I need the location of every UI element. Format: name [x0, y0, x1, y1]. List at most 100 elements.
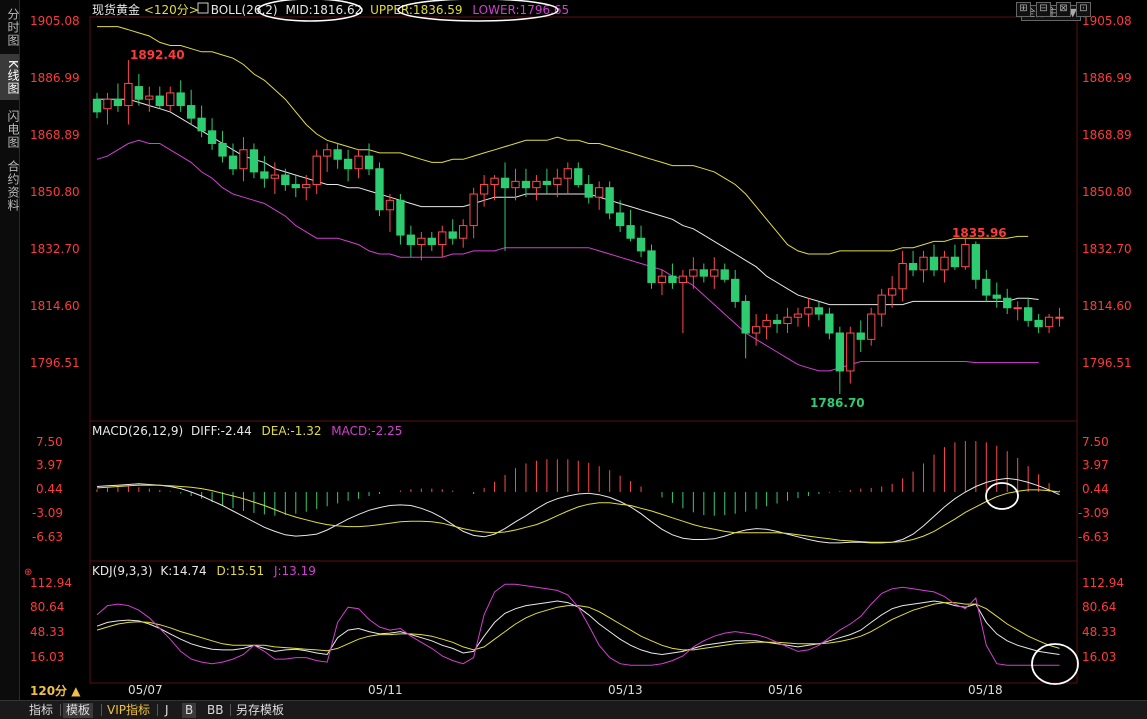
candlestick [134, 73, 144, 106]
candle-body [302, 184, 311, 189]
candlestick [1003, 288, 1012, 315]
candlestick [877, 288, 886, 327]
candlestick [469, 187, 478, 239]
candle-body [1034, 319, 1043, 328]
candle-body [469, 193, 478, 227]
price-axis-right-label: 1814.60 [1082, 299, 1132, 313]
tab-j[interactable]: J [165, 703, 169, 717]
candlestick [385, 194, 395, 232]
date-label: 05/07 [128, 683, 163, 697]
price-axis-left-label: 1886.99 [30, 71, 80, 85]
candle-body [542, 180, 552, 186]
candlestick [427, 231, 436, 251]
indicator-select-icon[interactable] [197, 2, 209, 14]
candle-body [427, 237, 436, 246]
chart-canvas[interactable]: 1905.08 1886.99 1868.89 1850.80 1832.70 … [0, 0, 1147, 700]
candle-body [1055, 316, 1064, 319]
tab-indicator[interactable]: 指标 [29, 703, 54, 717]
candle-body [846, 332, 855, 372]
kdj-axis-right-label: 80.64 [1082, 600, 1116, 614]
candle-body [260, 171, 269, 179]
tab-bb[interactable]: BB [207, 703, 224, 717]
period-indicator[interactable]: 120分 ▲ [30, 683, 81, 698]
candlestick [940, 250, 949, 283]
maximize-icon[interactable]: ⊡ [1076, 2, 1091, 17]
candle-body [385, 199, 395, 211]
candlestick [783, 307, 792, 334]
tab-vip-indicator[interactable]: VIP指标 [107, 703, 150, 717]
candle-body [710, 269, 719, 277]
macd-dea-line [96, 484, 1060, 543]
candle-body [919, 256, 928, 271]
candlestick [500, 162, 510, 251]
candlestick [825, 307, 834, 340]
tab-kline[interactable]: K线图 [0, 54, 20, 100]
candlestick [354, 149, 363, 179]
candlestick [249, 143, 259, 179]
candle-body [207, 130, 217, 144]
candlestick [145, 86, 154, 112]
candlestick [113, 83, 123, 112]
candlestick [207, 118, 217, 150]
candle-body [825, 313, 834, 334]
symbol-name: 现货黄金 [92, 2, 140, 17]
candlestick [417, 231, 426, 261]
split-icon[interactable]: ⊟ [1036, 2, 1051, 17]
candlestick [867, 307, 876, 346]
candlestick [908, 250, 918, 277]
close-pane-icon[interactable]: ⊠ [1056, 2, 1071, 17]
macd-axis-left-label: -3.09 [32, 506, 63, 520]
kdj-d-value: D:15.51 [216, 564, 264, 578]
kdj-axis-right-label: 48.33 [1082, 625, 1116, 639]
candle-body [553, 177, 562, 186]
candlestick [804, 298, 813, 327]
candle-body [270, 174, 280, 179]
tab-contract-info[interactable]: 合约资料 [6, 160, 20, 212]
candlestick [302, 175, 311, 201]
layout-icon[interactable]: ⊞ [1016, 2, 1031, 17]
highlight-circle [257, 0, 363, 22]
candle-body [793, 313, 803, 318]
candlestick [950, 244, 960, 270]
tab-template[interactable]: 模板 [63, 703, 94, 718]
candlestick [155, 86, 164, 109]
candle-body [877, 294, 886, 315]
tab-b[interactable]: B [182, 703, 197, 718]
macd-axis-left-label: 7.50 [36, 435, 63, 449]
candle-body [228, 155, 238, 170]
macd-label: MACD(26,12,9) [92, 424, 183, 438]
boll-lower-line [96, 139, 1039, 372]
candlestick [898, 250, 907, 302]
candle-body [720, 269, 729, 280]
candle-body [678, 275, 688, 283]
candlestick [657, 269, 667, 296]
candle-body [155, 95, 164, 107]
candlestick [919, 250, 928, 283]
price-axis-left-label: 1905.08 [30, 14, 80, 28]
candle-body [595, 187, 604, 198]
tab-save-template[interactable]: 另存模板 [236, 703, 285, 717]
candlestick [291, 175, 300, 198]
tab-timeshare[interactable]: 分时图 [6, 7, 20, 47]
macd-axis-left-label: -6.63 [32, 530, 63, 544]
kdj-k-value: K:14.74 [160, 564, 206, 578]
candle-body [186, 105, 196, 119]
candlestick [856, 320, 865, 352]
highlight-circle [985, 482, 1019, 510]
candle-body [804, 307, 813, 315]
candlestick [438, 225, 447, 258]
price-axis-left-label: 1796.51 [30, 356, 80, 370]
macd-axis-left-label: 0.44 [36, 482, 63, 496]
candlestick [584, 175, 593, 204]
candle-body [134, 86, 144, 100]
candlestick [992, 282, 1001, 308]
candlestick [971, 241, 981, 289]
candlestick [239, 137, 248, 182]
candlestick [563, 162, 572, 195]
candlestick [605, 181, 614, 220]
kdj-settings-icon[interactable]: ⊕ [24, 567, 32, 578]
tab-flash-chart[interactable]: 闪电图 [6, 109, 20, 149]
candle-body [479, 184, 489, 195]
annotation-low: 1786.70 [810, 396, 865, 410]
